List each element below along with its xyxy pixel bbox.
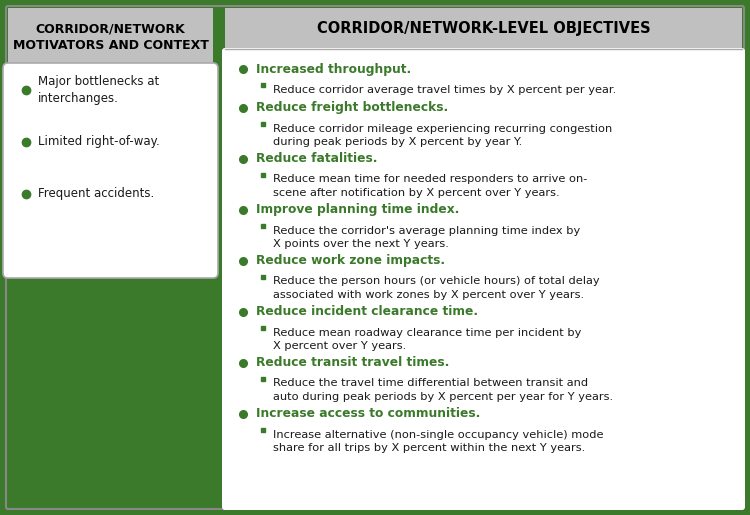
Text: Reduce freight bottlenecks.: Reduce freight bottlenecks. — [256, 101, 448, 114]
Text: Major bottlenecks at
interchanges.: Major bottlenecks at interchanges. — [38, 75, 159, 105]
Text: CORRIDOR/NETWORK-LEVEL OBJECTIVES: CORRIDOR/NETWORK-LEVEL OBJECTIVES — [316, 21, 650, 36]
Text: Reduce the corridor's average planning time index by
X points over the next Y ye: Reduce the corridor's average planning t… — [273, 226, 580, 249]
Text: CORRIDOR/NETWORK
MOTIVATORS AND CONTEXT: CORRIDOR/NETWORK MOTIVATORS AND CONTEXT — [13, 22, 208, 52]
Text: Increase alternative (non-single occupancy vehicle) mode
share for all trips by : Increase alternative (non-single occupan… — [273, 430, 604, 453]
FancyBboxPatch shape — [3, 63, 218, 278]
Text: Reduce the travel time differential between transit and
auto during peak periods: Reduce the travel time differential betw… — [273, 379, 614, 402]
Text: Limited right-of-way.: Limited right-of-way. — [38, 135, 160, 148]
Text: Reduce incident clearance time.: Reduce incident clearance time. — [256, 305, 478, 318]
Text: Reduce transit travel times.: Reduce transit travel times. — [256, 356, 449, 369]
Text: Reduce mean time for needed responders to arrive on-
scene after notification by: Reduce mean time for needed responders t… — [273, 175, 587, 198]
Text: Reduce mean roadway clearance time per incident by
X percent over Y years.: Reduce mean roadway clearance time per i… — [273, 328, 581, 351]
Text: Frequent accidents.: Frequent accidents. — [38, 187, 154, 200]
Text: Reduce corridor mileage experiencing recurring congestion
during peak periods by: Reduce corridor mileage experiencing rec… — [273, 124, 612, 147]
Bar — [225, 8, 742, 48]
FancyBboxPatch shape — [222, 48, 745, 510]
Text: Reduce work zone impacts.: Reduce work zone impacts. — [256, 254, 446, 267]
Text: Reduce corridor average travel times by X percent per year.: Reduce corridor average travel times by … — [273, 85, 616, 95]
Text: Increase access to communities.: Increase access to communities. — [256, 407, 480, 420]
Text: Improve planning time index.: Improve planning time index. — [256, 203, 459, 216]
Text: Reduce the person hours (or vehicle hours) of total delay
associated with work z: Reduce the person hours (or vehicle hour… — [273, 277, 600, 300]
Text: Increased throughput.: Increased throughput. — [256, 62, 411, 76]
Bar — [8, 8, 213, 66]
FancyBboxPatch shape — [6, 6, 744, 509]
Text: Reduce fatalities.: Reduce fatalities. — [256, 152, 377, 165]
